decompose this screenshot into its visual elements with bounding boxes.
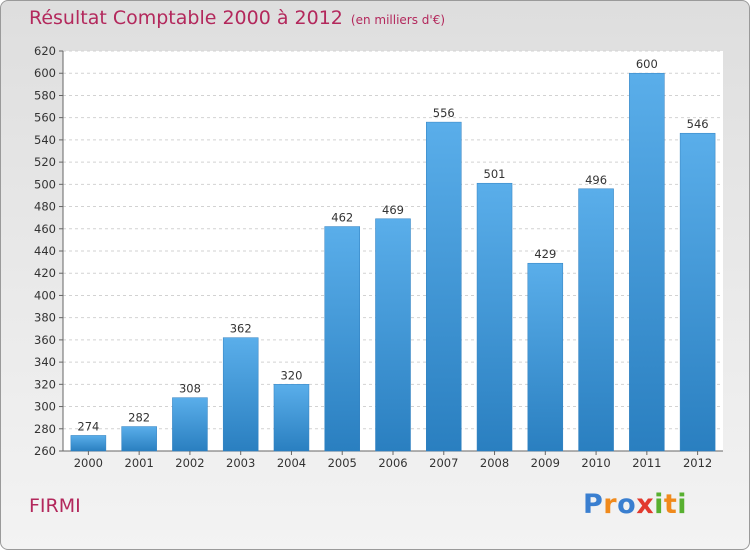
bar-value-label: 274 [77, 419, 99, 433]
y-tick-label: 340 [34, 355, 56, 369]
bar-value-label: 362 [230, 322, 252, 336]
bar-2010 [578, 188, 614, 452]
y-tick-label: 520 [34, 155, 56, 169]
logo-letter: t [663, 489, 678, 520]
x-tick-label: 2010 [581, 456, 610, 470]
y-tick-label: 540 [34, 133, 56, 147]
x-tick-label: 2005 [328, 456, 357, 470]
chart-title: Résultat Comptable 2000 à 2012 (en millie… [29, 7, 445, 29]
logo-letter: P [583, 489, 604, 520]
commune-name: FIRMI [29, 495, 81, 517]
proxiti-logo: Proxiti [583, 489, 687, 520]
logo-letter: r [603, 489, 618, 520]
logo-letter: o [617, 489, 637, 520]
bar-value-label: 600 [636, 57, 658, 71]
y-tick-label: 600 [34, 66, 56, 80]
x-tick-label: 2002 [175, 456, 204, 470]
bar-2001 [121, 426, 157, 452]
x-tick-label: 2006 [378, 456, 407, 470]
bar-value-label: 546 [687, 117, 709, 131]
y-tick-label: 320 [34, 377, 56, 391]
y-tick-label: 400 [34, 288, 56, 302]
x-tick-label: 2008 [480, 456, 509, 470]
bar-value-label: 308 [179, 382, 201, 396]
bar-value-label: 556 [433, 106, 455, 120]
chart-subtitle: (en milliers d'€) [350, 13, 446, 27]
bar-2012 [679, 132, 716, 452]
bar-2009 [527, 262, 564, 452]
y-tick-label: 360 [34, 333, 56, 347]
x-tick-label: 2012 [683, 456, 712, 470]
y-tick-label: 380 [34, 311, 56, 325]
y-tick-label: 260 [34, 444, 56, 458]
logo-letter: i [677, 489, 688, 520]
bar-2002 [172, 397, 208, 452]
y-tick-label: 580 [34, 88, 56, 102]
logo-letter: x [636, 489, 655, 520]
y-tick-label: 460 [34, 222, 56, 236]
x-tick-label: 2001 [125, 456, 154, 470]
bar-2005 [324, 226, 360, 452]
y-tick-label: 480 [34, 200, 56, 214]
y-tick-label: 280 [34, 422, 56, 436]
bar-2011 [629, 72, 665, 452]
bar-2003 [222, 337, 259, 452]
y-tick-label: 300 [34, 400, 56, 414]
bar-2008 [476, 182, 513, 452]
bar-value-label: 496 [585, 173, 607, 187]
bar-value-label: 501 [484, 167, 506, 181]
bar-value-label: 320 [280, 368, 302, 382]
y-tick-label: 420 [34, 266, 56, 280]
bar-2004 [273, 384, 310, 452]
bar-value-label: 469 [382, 203, 404, 217]
bar-value-label: 429 [534, 247, 556, 261]
bar-2007 [426, 121, 462, 452]
chart-title-main: Résultat Comptable 2000 à 2012 [29, 7, 343, 29]
x-tick-label: 2000 [74, 456, 103, 470]
bar-2006 [375, 218, 411, 452]
y-tick-label: 620 [34, 44, 56, 58]
x-tick-label: 2009 [531, 456, 560, 470]
x-tick-label: 2003 [226, 456, 255, 470]
y-tick-label: 500 [34, 177, 56, 191]
bar-value-label: 282 [128, 411, 150, 425]
x-tick-label: 2007 [429, 456, 458, 470]
bar-value-label: 462 [331, 211, 353, 225]
y-tick-label: 560 [34, 111, 56, 125]
x-tick-label: 2004 [277, 456, 306, 470]
y-tick-label: 440 [34, 244, 56, 258]
x-tick-label: 2011 [632, 456, 661, 470]
bar-2000 [70, 435, 107, 452]
logo-letter: i [654, 489, 664, 520]
